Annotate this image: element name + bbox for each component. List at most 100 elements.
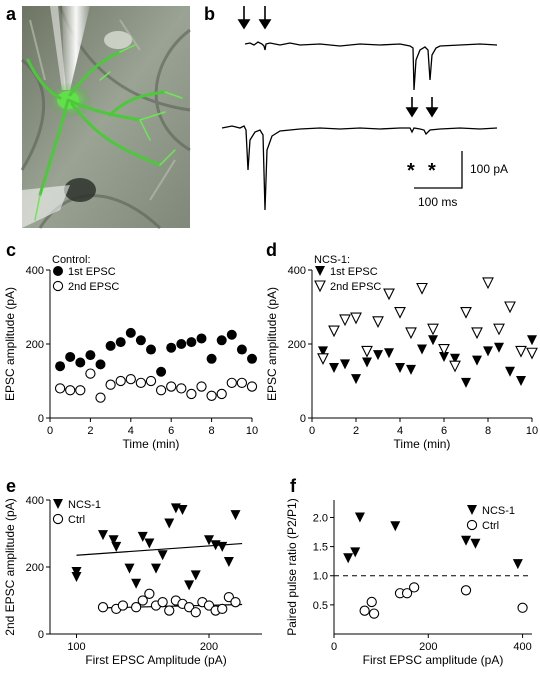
data-point (472, 355, 482, 366)
data-point (54, 383, 66, 394)
data-point (85, 350, 96, 361)
data-point (317, 353, 329, 366)
data-point (361, 345, 373, 358)
data-point (95, 359, 106, 370)
data-point (471, 327, 483, 340)
trace-ncs1 (221, 125, 498, 211)
data-point (166, 381, 177, 392)
chart-d: d 0 2 4 6 8 10 0 200 400 Time (min) EPSC amplitude … (265, 240, 538, 451)
data-point (125, 373, 136, 385)
data-point (449, 360, 461, 373)
series-0 (343, 512, 523, 570)
data-point (157, 597, 168, 608)
data-point (196, 381, 207, 392)
data-point (427, 323, 439, 336)
data-point (155, 385, 167, 396)
data-point (359, 605, 370, 616)
y-tick-label: 200 (288, 339, 306, 351)
legend-label: NCS-1 (68, 499, 101, 511)
data-point (144, 538, 155, 549)
data-point (186, 337, 197, 348)
legend-label: NCS-1 (482, 505, 515, 517)
data-point (115, 375, 126, 387)
asterisk-1: * (407, 160, 415, 182)
data-point (366, 596, 377, 608)
data-point (71, 567, 82, 578)
data-point (71, 572, 82, 583)
legend-marker (53, 266, 63, 276)
data-point (186, 388, 197, 400)
legend-label: Ctrl (482, 520, 499, 532)
x-tick-label: 0 (309, 425, 315, 437)
x-tick-label: 2 (353, 425, 359, 437)
legend-label: 1st EPSC (68, 266, 116, 278)
data-point (439, 351, 449, 362)
data-point (416, 282, 428, 295)
y-axis-label: EPSC amplitude (pA) (3, 287, 17, 401)
data-point (217, 603, 228, 615)
data-point (450, 353, 460, 364)
data-point (115, 337, 126, 348)
data-point (204, 535, 214, 546)
scale-current-label: 100 pA (470, 162, 508, 176)
data-point (216, 335, 227, 346)
data-point (176, 339, 187, 349)
panel-a: a (6, 4, 191, 230)
data-point (98, 530, 108, 541)
chart-f: f 0 200 400 0.5 1.0 1.5 2.0 First EPSC amplitude… (285, 476, 532, 667)
data-point (340, 359, 350, 370)
data-point (135, 335, 146, 346)
data-point (230, 510, 241, 521)
data-point (125, 327, 136, 338)
data-point (144, 588, 155, 599)
data-point (461, 377, 471, 388)
x-tick-label: 8 (485, 425, 491, 437)
y-tick-label: 1.5 (313, 542, 328, 554)
micrograph (20, 5, 191, 230)
x-tick-label: 400 (513, 641, 531, 653)
data-point (206, 353, 217, 364)
x-tick-label: 100 (67, 641, 85, 653)
data-point (354, 512, 365, 523)
data-point (131, 578, 142, 589)
x-axis-label: First EPSC amplitude (pA) (363, 653, 504, 667)
data-point (350, 547, 361, 558)
data-point (505, 366, 515, 377)
data-point (85, 368, 96, 379)
data-point (460, 585, 472, 596)
y-tick-label: 0 (38, 413, 44, 425)
x-tick-label: 10 (526, 425, 538, 437)
y-tick-label: 1.0 (313, 571, 328, 583)
series-1 (97, 588, 241, 618)
data-point (350, 312, 362, 325)
x-tick-label: 10 (246, 425, 258, 437)
series-0 (71, 503, 241, 591)
series-0 (318, 335, 537, 388)
data-point (504, 301, 516, 314)
data-point (146, 344, 156, 355)
legend-marker (467, 505, 477, 515)
y-tick-label: 0 (300, 413, 306, 425)
data-point (111, 541, 122, 552)
scale-time-label: 100 ms (418, 195, 457, 209)
legend-marker (315, 266, 325, 276)
data-point (124, 563, 135, 574)
x-tick-label: 8 (209, 425, 215, 437)
data-point (105, 340, 116, 351)
data-point (75, 357, 86, 368)
data-point (493, 323, 505, 336)
data-point (527, 335, 537, 346)
stimulus-arrows (237, 6, 439, 118)
y-tick-label: 200 (26, 339, 44, 351)
legend-marker (52, 280, 64, 292)
data-point (145, 375, 157, 387)
data-point (401, 588, 413, 599)
data-point (164, 605, 175, 616)
data-point (166, 342, 177, 353)
legend-label: 1st EPSC (330, 266, 378, 278)
x-axis-label: Time (min) (123, 437, 180, 451)
data-point (65, 385, 76, 396)
data-point (236, 344, 247, 355)
y-tick-label: 0.5 (313, 600, 328, 612)
data-point (438, 343, 450, 356)
